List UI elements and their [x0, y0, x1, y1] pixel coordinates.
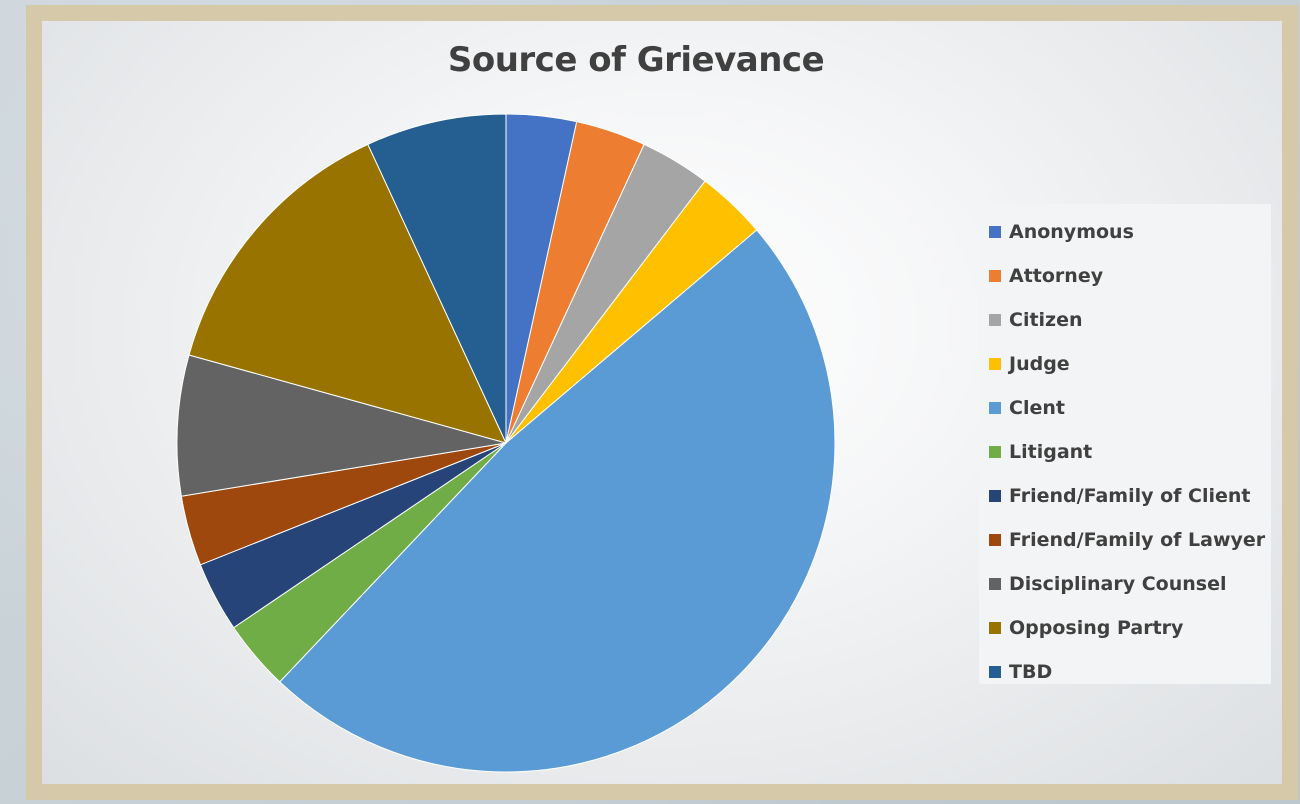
legend-swatch [989, 622, 1001, 634]
legend-label: Disciplinary Counsel [1009, 573, 1227, 595]
pie-slice-disciplinary-counsel [176, 354, 507, 497]
legend-label: TBD [1009, 661, 1053, 683]
legend-item: TBD [989, 650, 1271, 694]
legend-label: Citizen [1009, 309, 1083, 331]
legend-label: Clent [1009, 397, 1065, 419]
pie-slice-opposing-partry [188, 143, 507, 444]
legend-swatch [989, 402, 1001, 414]
chart-title: Source of Grievance [447, 40, 825, 80]
legend-swatch [989, 270, 1001, 282]
legend-item: Friend/Family of Client [989, 474, 1271, 518]
legend-swatch [989, 358, 1001, 370]
legend-item: Friend/Family of Lawyer [989, 518, 1271, 562]
legend-swatch [989, 490, 1001, 502]
legend-item: Disciplinary Counsel [989, 562, 1271, 606]
legend-item: Attorney [989, 254, 1271, 298]
legend-label: Judge [1009, 353, 1070, 375]
pie-slice-clent [279, 229, 836, 773]
legend-item: Litigant [989, 430, 1271, 474]
legend-item: Anonymous [989, 210, 1271, 254]
legend-label: Opposing Partry [1009, 617, 1184, 639]
legend-item: Judge [989, 342, 1271, 386]
legend-swatch [989, 534, 1001, 546]
legend-swatch [989, 666, 1001, 678]
legend-swatch [989, 578, 1001, 590]
pie-slice-tbd [367, 113, 507, 444]
legend-label: Friend/Family of Lawyer [1009, 529, 1266, 551]
legend-label: Anonymous [1009, 221, 1134, 243]
legend: Anonymous Attorney Citizen Judge Clent Litiga… [979, 204, 1271, 684]
legend-swatch [989, 446, 1001, 458]
legend-label: Friend/Family of Client [1009, 485, 1251, 507]
legend-item: Clent [989, 386, 1271, 430]
legend-item: Citizen [989, 298, 1271, 342]
legend-label: Attorney [1009, 265, 1104, 287]
legend-swatch [989, 226, 1001, 238]
legend-item: Opposing Partry [989, 606, 1271, 650]
legend-label: Litigant [1009, 441, 1093, 463]
legend-swatch [989, 314, 1001, 326]
